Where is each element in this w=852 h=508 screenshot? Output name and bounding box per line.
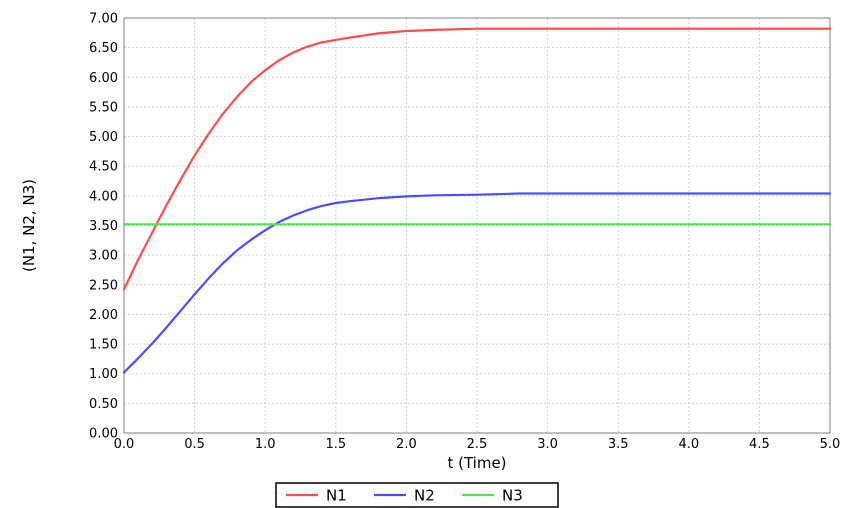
legend-label-n3: N3 bbox=[502, 487, 523, 505]
x-axis-title: t (Time) bbox=[447, 454, 506, 472]
x-tick-label: 0.0 bbox=[114, 437, 135, 452]
y-tick-label: 2.50 bbox=[89, 278, 118, 293]
y-tick-label: 6.50 bbox=[89, 41, 118, 56]
axes bbox=[123, 17, 831, 434]
y-tick-label: 5.00 bbox=[89, 130, 118, 145]
series-lines bbox=[122, 27, 832, 374]
x-tick-label: 4.0 bbox=[678, 437, 699, 452]
x-tick-label: 4.5 bbox=[749, 437, 770, 452]
y-tick-label: 7.00 bbox=[89, 12, 118, 27]
y-tick-labels: 0.00 0.50 1.00 1.50 2.00 2.50 3.00 3.50 4.00 4.50… bbox=[89, 12, 118, 442]
plot-frame bbox=[123, 17, 831, 434]
y-tick-label: 1.50 bbox=[89, 338, 118, 353]
x-tick-label: 2.0 bbox=[396, 437, 417, 452]
y-tick-label: 6.00 bbox=[89, 71, 118, 86]
x-tick-label: 3.5 bbox=[608, 437, 629, 452]
legend-label-n1: N1 bbox=[326, 487, 347, 505]
y-tick-label: 3.00 bbox=[89, 249, 118, 264]
y-axis-title: (N1, N2, N3) bbox=[20, 179, 38, 272]
x-tick-label: 1.5 bbox=[325, 437, 346, 452]
y-tick-label: 4.50 bbox=[89, 160, 118, 175]
y-tick-label: 0.50 bbox=[89, 397, 118, 412]
x-tick-label: 2.5 bbox=[467, 437, 488, 452]
y-tick-label: 1.00 bbox=[89, 367, 118, 382]
y-tick-label: 4.00 bbox=[89, 189, 118, 204]
x-tick-labels: 0.0 0.5 1.0 1.5 2.0 2.5 3.0 3.5 4.0 4.5 5.0 bbox=[114, 437, 841, 452]
legend-box bbox=[275, 482, 559, 508]
x-tick-label: 1.0 bbox=[255, 437, 276, 452]
x-tick-label: 3.0 bbox=[537, 437, 558, 452]
y-tick-label: 2.00 bbox=[89, 308, 118, 323]
y-tick-label: 3.50 bbox=[89, 219, 118, 234]
legend: N1 N2 N3 bbox=[275, 482, 559, 508]
x-tick-label: 0.5 bbox=[184, 437, 205, 452]
series-line-n2 bbox=[122, 192, 832, 374]
grid-lines bbox=[124, 18, 830, 433]
x-tick-label: 5.0 bbox=[820, 437, 841, 452]
legend-label-n2: N2 bbox=[414, 487, 435, 505]
series-line-n1 bbox=[122, 27, 832, 291]
y-tick-label: 5.50 bbox=[89, 100, 118, 115]
y-tick-label: 0.00 bbox=[89, 427, 118, 442]
